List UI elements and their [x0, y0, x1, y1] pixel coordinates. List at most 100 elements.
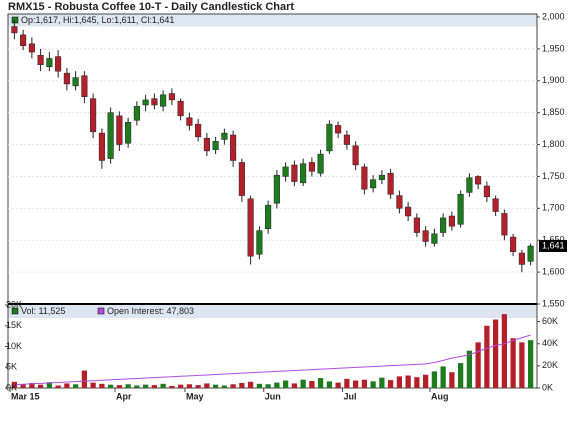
volume-bar	[143, 384, 149, 388]
candle-body	[291, 164, 298, 182]
candle-body	[422, 230, 429, 242]
volume-bar	[178, 384, 184, 388]
candle-body	[160, 94, 167, 107]
volume-bar	[169, 385, 175, 388]
volume-bar	[230, 384, 236, 388]
volume-bar	[73, 384, 79, 388]
volume-bar	[291, 383, 297, 388]
price-legend: Op:1,617, Hi:1,645, Lo:1,611, Cl:1,641	[21, 15, 174, 25]
y-tick-label: 1,700	[542, 203, 565, 213]
candle-body	[28, 43, 35, 53]
volume-bar	[125, 384, 131, 388]
candle-body	[230, 134, 237, 161]
candle-body	[448, 215, 455, 227]
volume-bar	[405, 375, 411, 388]
volume-bar	[431, 371, 437, 388]
candle-body	[133, 106, 140, 121]
candle-body	[142, 99, 149, 106]
legend-entry: Open Interest: 47,803	[107, 306, 194, 316]
volume-bar	[108, 384, 114, 388]
candle-body	[168, 93, 175, 101]
candle-body	[11, 26, 18, 34]
candle-body	[492, 198, 499, 212]
y-tick-label: 1,650	[542, 235, 565, 245]
volume-bar	[151, 385, 157, 388]
volume-bar	[519, 342, 525, 388]
volume-bar	[239, 383, 245, 388]
open-interest-line	[14, 334, 531, 386]
x-tick-label: Jun	[265, 391, 281, 401]
candle-body	[37, 55, 44, 66]
volume-bar	[195, 385, 201, 388]
candle-body	[317, 153, 324, 174]
candle-body	[238, 162, 245, 196]
volume-bar	[38, 384, 44, 388]
y-tick-label: 10K	[6, 341, 22, 351]
candle-body	[396, 195, 403, 209]
volume-bar	[510, 338, 516, 388]
volume-bar	[11, 381, 17, 388]
volume-bar	[20, 384, 26, 388]
volume-bar	[440, 366, 446, 388]
candle-body	[46, 58, 53, 67]
candle-body	[195, 123, 202, 138]
candle-body	[247, 198, 254, 257]
volume-bar	[64, 383, 70, 388]
y2-tick-label: 0K	[542, 382, 553, 392]
volume-bar	[99, 383, 105, 388]
volume-bar	[449, 372, 455, 388]
candle-body	[378, 174, 385, 180]
volume-bar	[396, 376, 402, 388]
volume-bar	[423, 374, 429, 388]
volume-bar	[361, 379, 367, 388]
candle-body	[265, 204, 272, 229]
candle-body	[98, 132, 105, 161]
chart-title: RMX15 - Robusta Coffee 10-T - Daily Cand…	[8, 1, 294, 13]
candle-body	[527, 245, 534, 262]
last-price-label: 1,641	[542, 240, 565, 250]
y-tick-label: 1,800	[542, 139, 565, 149]
volume-bar	[160, 383, 166, 388]
candle-body	[20, 34, 27, 46]
volume-bar	[213, 384, 219, 388]
candle-body	[63, 72, 70, 85]
candle-body	[107, 112, 114, 159]
volume-bar	[501, 314, 507, 388]
volume-bar	[29, 383, 35, 388]
volume-bar	[221, 385, 227, 388]
volume-bar	[283, 380, 289, 388]
volume-bar	[274, 382, 280, 388]
volume-bar	[353, 380, 359, 388]
candle-body	[326, 123, 333, 152]
legend-entry: Vol: 11,525	[21, 306, 65, 316]
y2-tick-label: 40K	[542, 338, 558, 348]
candle-body	[90, 98, 97, 133]
candle-body	[510, 236, 517, 252]
candle-body	[72, 77, 79, 87]
candle-body	[221, 132, 228, 140]
volume-bar	[46, 382, 52, 388]
candle-body	[483, 185, 490, 198]
candle-body	[431, 233, 438, 244]
candle-body	[203, 137, 210, 152]
volume-bar	[309, 380, 315, 388]
volume-bar	[318, 378, 324, 388]
y-tick-label: 1,850	[542, 107, 565, 117]
volume-bar	[300, 379, 306, 388]
candle-body	[273, 174, 280, 204]
candle-body	[466, 177, 473, 193]
candle-body	[177, 100, 184, 117]
candle-body	[518, 252, 525, 265]
volume-bar	[475, 342, 481, 388]
volume-bar	[344, 378, 350, 388]
price-legend-band	[8, 14, 537, 27]
volume-legend-band	[8, 305, 537, 318]
candle-body	[300, 163, 307, 184]
candle-body	[352, 145, 359, 166]
volume-bar	[265, 384, 271, 388]
candle-body	[282, 166, 289, 177]
legend-swatch	[11, 16, 19, 24]
volume-bar	[186, 384, 192, 388]
x-tick-label: Aug	[431, 391, 449, 401]
candle-body	[405, 206, 412, 217]
